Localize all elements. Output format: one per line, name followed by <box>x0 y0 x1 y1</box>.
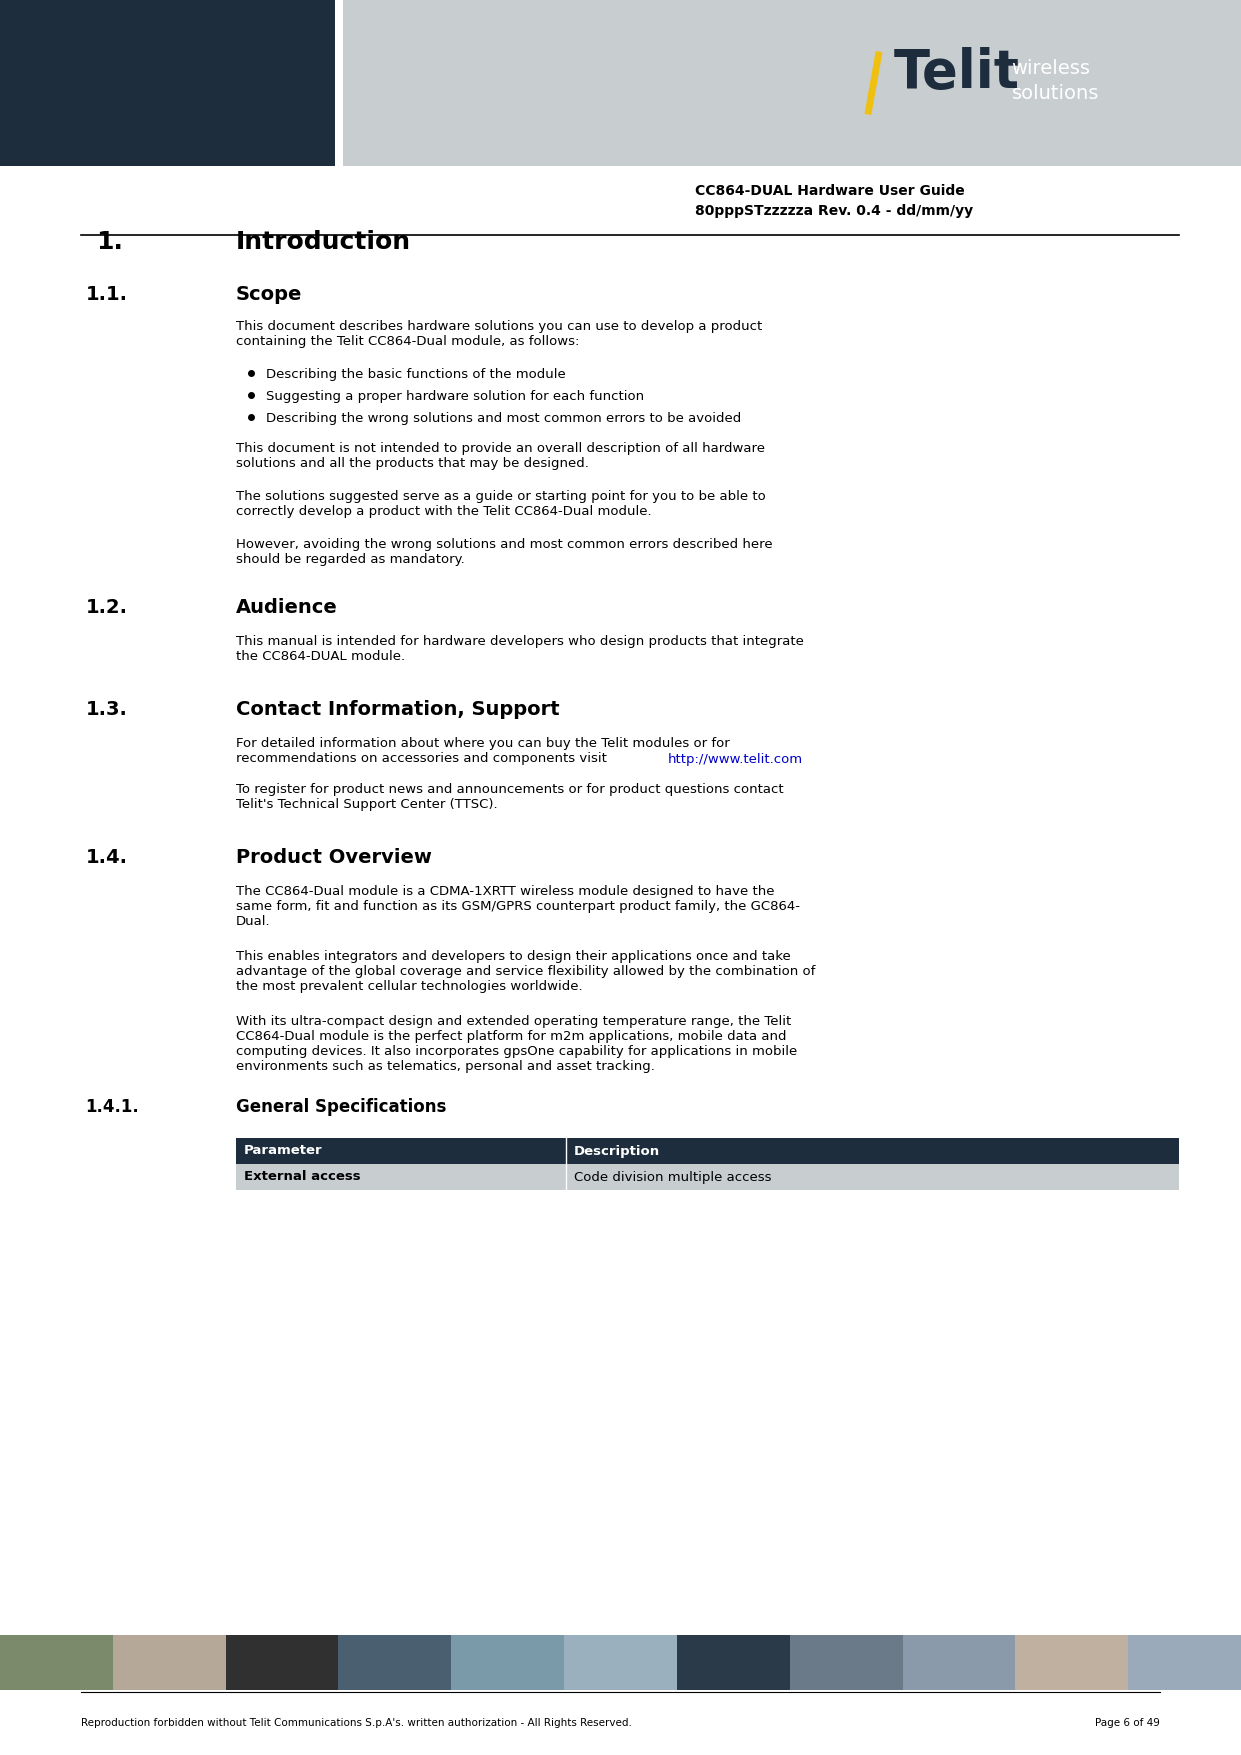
Text: Description: Description <box>573 1144 660 1158</box>
Text: Contact Information, Support: Contact Information, Support <box>236 700 560 720</box>
Text: This manual is intended for hardware developers who design products that integra: This manual is intended for hardware dev… <box>236 635 804 663</box>
Bar <box>339 1636 452 1690</box>
Bar <box>902 1636 1015 1690</box>
Text: http://www.telit.com: http://www.telit.com <box>668 753 803 765</box>
Text: Reproduction forbidden without Telit Communications S.p.A's. written authorizati: Reproduction forbidden without Telit Com… <box>81 1718 632 1729</box>
Text: 1.4.: 1.4. <box>86 848 128 867</box>
Text: Describing the basic functions of the module: Describing the basic functions of the mo… <box>266 369 566 381</box>
Text: 80pppSTzzzzza Rev. 0.4 - dd/mm/yy: 80pppSTzzzzza Rev. 0.4 - dd/mm/yy <box>695 204 973 218</box>
Text: solutions: solutions <box>1011 84 1098 102</box>
Text: Suggesting a proper hardware solution for each function: Suggesting a proper hardware solution fo… <box>266 390 644 404</box>
Text: Audience: Audience <box>236 598 338 618</box>
Text: However, avoiding the wrong solutions and most common errors described here
shou: However, avoiding the wrong solutions an… <box>236 539 772 567</box>
Bar <box>1015 1636 1128 1690</box>
Bar <box>0 1636 113 1690</box>
Bar <box>226 1636 339 1690</box>
Bar <box>452 1636 565 1690</box>
Text: For detailed information about where you can buy the Telit modules or for
recomm: For detailed information about where you… <box>236 737 730 765</box>
Text: Scope: Scope <box>236 284 302 304</box>
Bar <box>236 1137 1179 1164</box>
Bar <box>676 1636 789 1690</box>
Text: Page 6 of 49: Page 6 of 49 <box>1096 1718 1160 1729</box>
Text: Product Overview: Product Overview <box>236 848 432 867</box>
Text: Telit: Telit <box>894 47 1020 98</box>
Text: This document describes hardware solutions you can use to develop a product
cont: This document describes hardware solutio… <box>236 319 762 347</box>
Text: General Specifications: General Specifications <box>236 1099 447 1116</box>
Text: With its ultra-compact design and extended operating temperature range, the Teli: With its ultra-compact design and extend… <box>236 1014 797 1072</box>
Text: External access: External access <box>243 1171 360 1183</box>
Text: 1.3.: 1.3. <box>86 700 128 720</box>
Text: This document is not intended to provide an overall description of all hardware
: This document is not intended to provide… <box>236 442 764 470</box>
Text: The CC864-Dual module is a CDMA-1XRTT wireless module designed to have the
same : The CC864-Dual module is a CDMA-1XRTT wi… <box>236 885 799 928</box>
Text: Describing the wrong solutions and most common errors to be avoided: Describing the wrong solutions and most … <box>266 412 741 425</box>
Text: Introduction: Introduction <box>236 230 411 254</box>
Text: To register for product news and announcements or for product questions contact
: To register for product news and announc… <box>236 783 783 811</box>
Bar <box>343 0 1241 167</box>
Text: 1.4.1.: 1.4.1. <box>86 1099 139 1116</box>
Bar <box>113 1636 226 1690</box>
Text: CC864-DUAL Hardware User Guide: CC864-DUAL Hardware User Guide <box>695 184 964 198</box>
Bar <box>335 0 343 167</box>
Bar <box>565 1636 676 1690</box>
Bar <box>789 1636 902 1690</box>
Bar <box>236 1164 1179 1190</box>
Bar <box>1128 1636 1241 1690</box>
Text: Parameter: Parameter <box>243 1144 323 1158</box>
Text: 1.: 1. <box>96 230 123 254</box>
Bar <box>0 0 335 167</box>
Text: Code division multiple access: Code division multiple access <box>573 1171 772 1183</box>
Text: The solutions suggested serve as a guide or starting point for you to be able to: The solutions suggested serve as a guide… <box>236 490 766 518</box>
Text: wireless: wireless <box>1011 58 1091 77</box>
Text: 1.1.: 1.1. <box>86 284 128 304</box>
Text: 1.2.: 1.2. <box>86 598 128 618</box>
Text: This enables integrators and developers to design their applications once and ta: This enables integrators and developers … <box>236 949 815 993</box>
